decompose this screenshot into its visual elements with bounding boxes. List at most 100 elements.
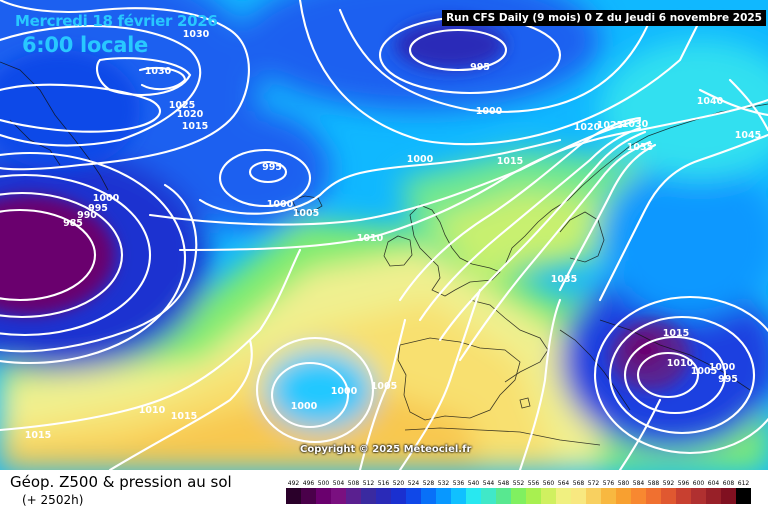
scale-tick-label: 548 [498, 480, 510, 487]
scale-swatch [406, 488, 421, 504]
isobar-label: 1000 [709, 362, 736, 373]
scale-swatch [571, 488, 586, 504]
isobar-label: 1010 [357, 233, 384, 244]
scale-tick-label: 508 [348, 480, 360, 487]
scale-swatch [646, 488, 661, 504]
legend-subtitle: (+ 2502h) [22, 493, 84, 507]
scale-swatch [496, 488, 511, 504]
scale-swatch [631, 488, 646, 504]
scale-tick-label: 584 [633, 480, 645, 487]
model-run-info: Run CFS Daily (9 mois) 0 Z du Jeudi 6 no… [442, 10, 766, 26]
scale-tick-label: 552 [513, 480, 525, 487]
scale-swatch [541, 488, 556, 504]
scale-tick-label: 524 [408, 480, 420, 487]
legend-title: Géop. Z500 & pression au sol [10, 473, 232, 491]
scale-tick-label: 604 [708, 480, 720, 487]
scale-swatch [721, 488, 736, 504]
color-scale-bar: 492 496 500 504 508 512 516 520 524 528 532 536 540 5… [286, 480, 751, 504]
scale-tick-label: 536 [453, 480, 465, 487]
isobar-labels: 1030 1030 1025 1020 1015 995 1000 995 10… [25, 29, 761, 441]
scale-swatch [736, 488, 751, 504]
scale-swatch [676, 488, 691, 504]
scale-tick-label: 592 [663, 480, 675, 487]
scale-swatch [331, 488, 346, 504]
scale-swatch [556, 488, 571, 504]
isobar-label: 995 [262, 162, 282, 173]
scale-swatch [661, 488, 676, 504]
scale-swatch [376, 488, 391, 504]
scale-swatch [421, 488, 436, 504]
isobar-label: 1040 [697, 96, 724, 107]
scale-swatch [601, 488, 616, 504]
isobar-label: 1045 [735, 130, 761, 141]
forecast-date: Mercredi 18 février 2026 [15, 12, 218, 30]
isobar-label: 1010 [139, 405, 166, 416]
isobar-label: 1035 [627, 142, 653, 153]
isobar-label: 1015 [25, 430, 51, 441]
isobar-label: 1000 [93, 193, 120, 204]
scale-swatch [301, 488, 316, 504]
scale-tick-label: 568 [573, 480, 585, 487]
isobar-label: 1010 [667, 358, 694, 369]
scale-tick-label: 564 [558, 480, 570, 487]
copyright-notice: Copyright © 2025 Meteociel.fr [300, 444, 472, 455]
isobar-label: 1020 [574, 122, 601, 133]
isobar-label: 1000 [476, 106, 503, 117]
geopotential-field [0, 0, 768, 470]
scale-swatch [451, 488, 466, 504]
scale-swatch [586, 488, 601, 504]
scale-tick-label: 588 [648, 480, 660, 487]
isobar-label: 1015 [182, 121, 208, 132]
isobar-label: 1025 [597, 120, 623, 131]
scale-tick-label: 560 [543, 480, 555, 487]
scale-tick-label: 600 [693, 480, 705, 487]
scale-tick-label: 596 [678, 480, 690, 487]
isobar-label: 1030 [622, 119, 649, 130]
scale-swatch [286, 488, 301, 504]
scale-tick-label: 576 [603, 480, 615, 487]
isobar-label: 1015 [171, 411, 197, 422]
isobar-label: 1015 [663, 328, 689, 339]
isobars [0, 0, 768, 470]
scale-tick-label: 556 [528, 480, 540, 487]
scale-tick-label: 504 [333, 480, 345, 487]
isobar-label: 995 [88, 203, 108, 214]
scale-tick-label: 516 [378, 480, 390, 487]
scale-swatch [391, 488, 406, 504]
scale-tick-label: 608 [723, 480, 735, 487]
scale-tick-label: 532 [438, 480, 450, 487]
isobar-label: 1000 [267, 199, 294, 210]
isobar-label: 990 [77, 210, 97, 221]
isobar-label: 1000 [291, 401, 318, 412]
scale-swatch [706, 488, 721, 504]
isobar-label: 1000 [331, 386, 358, 397]
scale-tick-label: 580 [618, 480, 630, 487]
isobar-label: 995 [470, 62, 490, 73]
scale-swatch [316, 488, 331, 504]
isobar-label: 1020 [177, 109, 204, 120]
isobar-label: 1025 [169, 100, 195, 111]
isobar-label: 1000 [407, 154, 434, 165]
scale-swatch [526, 488, 541, 504]
scale-tick-label: 496 [303, 480, 315, 487]
weather-map: 1030 1030 1025 1020 1015 995 1000 995 10… [0, 0, 768, 470]
scale-tick-label: 544 [483, 480, 495, 487]
scale-swatch [616, 488, 631, 504]
scale-tick-label: 572 [588, 480, 600, 487]
scale-swatch [361, 488, 376, 504]
scale-swatch [466, 488, 481, 504]
scale-swatch [511, 488, 526, 504]
isobar-label: 1005 [293, 208, 319, 219]
isobar-label: 1005 [691, 366, 717, 377]
isobar-label: 1030 [145, 66, 172, 77]
scale-swatch [346, 488, 361, 504]
scale-swatch [436, 488, 451, 504]
isobar-label: 1030 [183, 29, 210, 40]
forecast-time: 6:00 locale [22, 33, 148, 57]
scale-swatch [481, 488, 496, 504]
isobar-label: 1035 [551, 274, 577, 285]
scale-tick-label: 520 [393, 480, 405, 487]
isobar-label: 985 [63, 218, 83, 229]
scale-swatch [691, 488, 706, 504]
